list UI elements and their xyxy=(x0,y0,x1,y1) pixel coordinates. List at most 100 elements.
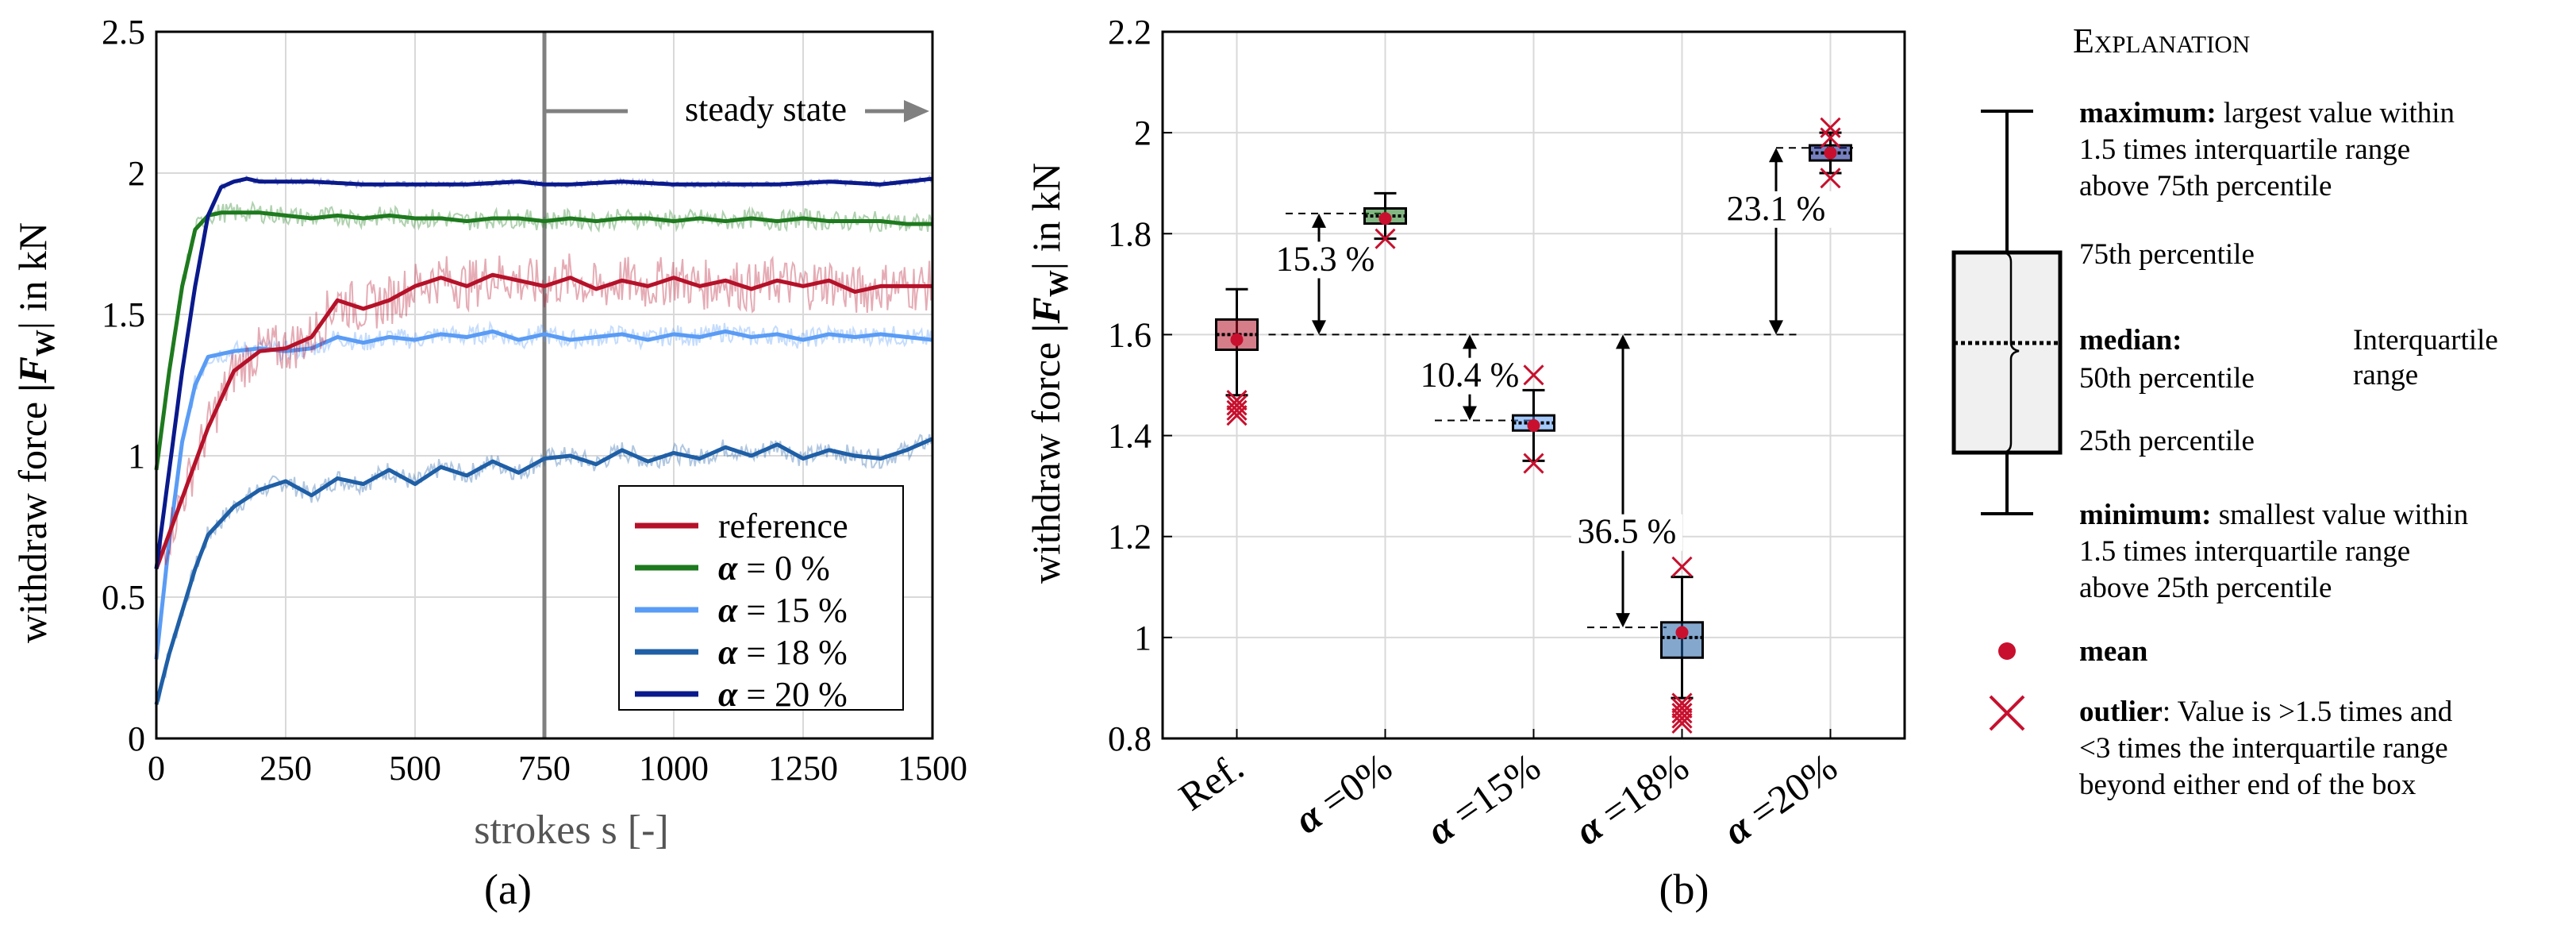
outlier-marker xyxy=(1375,228,1396,249)
box-a20 xyxy=(1809,117,1852,189)
y-tick-label: 0.5 xyxy=(102,578,145,617)
explanation-text: maximum: largest value within 1.5 times … xyxy=(2079,97,2498,801)
panel-a-xlabel: strokes s [-] xyxy=(474,808,669,853)
box-reference xyxy=(1215,287,1259,426)
annotation-arrowhead-bottom xyxy=(1616,613,1630,628)
panel-a-ylabel: withdraw force |FW| in kN xyxy=(10,222,60,643)
iqr-brace xyxy=(2001,251,2020,454)
x-tick-label: 1500 xyxy=(898,749,967,788)
steady-state-arrowhead xyxy=(904,100,929,122)
legend-label-a0: α = 0 % xyxy=(718,549,830,588)
panel-a-frame xyxy=(155,30,934,740)
explanation-outlier-marker xyxy=(1989,695,2025,731)
panel-b-ticks: 0.8 1 1.2 1.4 1.6 1.8 2 2.2 Ref. α =0% α =15% α =18… xyxy=(1108,13,1845,854)
legend-label-a18: α = 18 % xyxy=(718,633,848,672)
x-tick-label: α =0% xyxy=(1286,744,1400,842)
steady-state-label: steady state xyxy=(685,90,847,129)
legend-label-reference: reference xyxy=(718,507,848,545)
steady-state-marker: steady state xyxy=(542,32,929,738)
explanation-box-diagram xyxy=(1951,110,2063,731)
series-raw-a15 xyxy=(156,320,933,665)
p75-label: 75th percentile xyxy=(2079,238,2255,271)
x-tick-label: 1000 xyxy=(639,749,709,788)
max-text-3: above 75th percentile xyxy=(2079,170,2332,202)
annotation-0: 15.3 % xyxy=(1270,212,1381,335)
outlier-marker xyxy=(1226,405,1248,426)
outlier-marker xyxy=(1523,453,1544,474)
y-tick-label: 1 xyxy=(128,437,145,476)
outlier-marker xyxy=(1671,697,1693,719)
x-tick-label: α =15% xyxy=(1419,744,1548,854)
annotation-label-bg xyxy=(1571,514,1682,551)
annotation-label: 10.4 % xyxy=(1421,356,1520,395)
outlier-marker xyxy=(1671,707,1693,729)
annotation-3: 23.1 % xyxy=(1721,147,1853,335)
min-label: minimum: smallest value within xyxy=(2079,499,2468,531)
panel-b-caption: (b) xyxy=(1659,865,1709,913)
outlier-marker xyxy=(1820,168,1841,189)
annotation-arrowhead-bottom xyxy=(1312,320,1326,335)
percent-annotations: 15.3 % 10.4 % 36.5 % 23.1 % xyxy=(1270,147,1853,629)
x-tick-label: 250 xyxy=(260,749,312,788)
series-line-a20 xyxy=(154,176,933,569)
median-label: median: xyxy=(2079,324,2182,357)
outlier-label: outlier: Value is >1.5 times and xyxy=(2079,696,2453,728)
y-tick-label: 0.8 xyxy=(1108,719,1152,758)
annotation-label: 23.1 % xyxy=(1727,189,1826,228)
annotation-label-bg xyxy=(1414,357,1525,395)
outlier-marker xyxy=(1671,556,1693,577)
series-line-a0 xyxy=(154,210,932,471)
iqr-label-1: Interquartile xyxy=(2353,324,2498,357)
outlier-marker xyxy=(1671,703,1693,724)
series-raw-reference xyxy=(156,253,933,565)
legend-label-a20: α = 20 % xyxy=(718,675,848,714)
y-tick-label: 1 xyxy=(1134,619,1152,657)
y-tick-label: 0 xyxy=(128,719,145,758)
outlier-marker xyxy=(1226,399,1248,421)
panel-a-caption: (a) xyxy=(484,865,532,913)
annotation-label-bg xyxy=(1270,241,1381,279)
y-tick-label: 1.4 xyxy=(1108,417,1152,456)
annotation-arrowhead-bottom xyxy=(1463,406,1477,421)
p25-label: 25th percentile xyxy=(2079,425,2255,457)
y-tick-label: 2 xyxy=(1134,114,1152,152)
min-text-2: 1.5 times interquartile range xyxy=(2079,535,2410,568)
outlier-marker xyxy=(1671,692,1693,714)
x-tick-label: 0 xyxy=(148,749,165,788)
series-line-reference xyxy=(154,272,932,570)
annotation-arrowhead-bottom xyxy=(1769,320,1783,335)
outlier-text-3: beyond either end of the box xyxy=(2079,769,2416,801)
y-tick-label: 1.8 xyxy=(1108,214,1152,253)
series-line-a18 xyxy=(154,437,934,705)
outlier-marker xyxy=(1820,127,1841,148)
legend: reference α = 0 %α = 15 %α = 18 %α = 20 % xyxy=(618,485,904,714)
panel-a: steady state 0 250 500 750 1000 1250 1500 0 0.5 1… xyxy=(10,13,967,913)
outlier-marker xyxy=(1226,390,1248,411)
x-tick-label: 1250 xyxy=(768,749,838,788)
annotation-label: 15.3 % xyxy=(1276,239,1375,278)
y-tick-label: 2.5 xyxy=(102,13,145,52)
box-a15 xyxy=(1512,364,1555,474)
panel-b-grid xyxy=(1163,31,1905,739)
outlier-marker xyxy=(1523,364,1544,386)
explanation-mean-marker xyxy=(1998,642,2016,660)
x-tick-label: 750 xyxy=(518,749,571,788)
mean-marker xyxy=(1378,212,1392,226)
annotation-2: 36.5 % xyxy=(1571,334,1682,629)
y-tick-label: 1.5 xyxy=(102,295,145,334)
outlier-marker xyxy=(1226,395,1248,416)
y-tick-label: 2 xyxy=(128,154,145,193)
annotation-arrowhead-top xyxy=(1769,148,1783,163)
median-text: 50th percentile xyxy=(2079,362,2255,395)
series-line-a15 xyxy=(154,329,933,660)
explanation-box xyxy=(1951,250,2063,455)
x-tick-label: α =18% xyxy=(1567,744,1697,854)
max-label: maximum: largest value within xyxy=(2079,97,2455,129)
iqr-label-2: range xyxy=(2353,359,2418,391)
x-tick-label: Ref. xyxy=(1171,744,1251,819)
mean-marker xyxy=(1230,333,1244,346)
panel-b: 15.3 % 10.4 % 36.5 % 23.1 % 0.8 1 1.2 1.4 1.6 1.… xyxy=(1024,13,1906,913)
annotation-arrowhead-top xyxy=(1616,334,1630,349)
mean-marker xyxy=(1675,626,1689,639)
